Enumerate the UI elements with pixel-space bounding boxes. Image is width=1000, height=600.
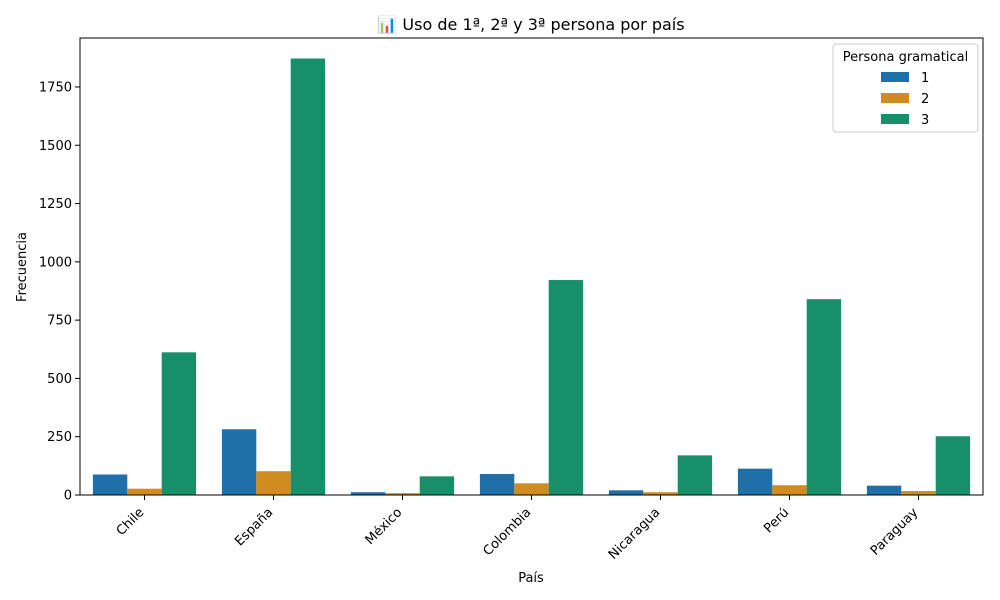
bar-Perú-persona-1 xyxy=(737,468,773,495)
y-tick-label: 1500 xyxy=(39,139,72,154)
x-tick-label: Perú xyxy=(761,505,792,536)
bar-Chile-persona-1 xyxy=(92,474,128,495)
legend-title: Persona gramatical xyxy=(843,50,968,65)
bar-Nicaragua-persona-1 xyxy=(608,490,644,495)
y-tick-label: 0 xyxy=(64,489,72,504)
legend-swatch-1 xyxy=(881,72,909,82)
x-tick-label: Colombia xyxy=(481,505,535,559)
bar-España-persona-2 xyxy=(256,471,291,495)
bar-México-persona-2 xyxy=(385,493,420,495)
legend-box xyxy=(832,43,979,133)
bar-España-persona-1 xyxy=(221,429,257,495)
y-tick-label: 750 xyxy=(47,314,72,329)
bar-Colombia-persona-2 xyxy=(514,483,549,495)
bar-Colombia-persona-1 xyxy=(479,474,515,495)
x-tick-label: España xyxy=(232,505,276,549)
bar-México-persona-1 xyxy=(350,492,386,495)
x-tick-label: Chile xyxy=(114,505,148,539)
x-tick-label: Nicaragua xyxy=(606,505,663,562)
chart-title: 📊 Uso de 1ª, 2ª y 3ª persona por país xyxy=(377,15,684,34)
x-axis-label: País xyxy=(518,571,544,586)
y-tick-label: 500 xyxy=(47,372,72,387)
bar-Chile-persona-3 xyxy=(161,352,197,495)
legend-label-2: 2 xyxy=(921,92,929,107)
bar-Perú-persona-2 xyxy=(772,485,807,495)
bar-Paraguay-persona-3 xyxy=(935,436,971,495)
bar-Paraguay-persona-2 xyxy=(901,491,936,495)
legend-label-1: 1 xyxy=(921,71,929,86)
bar-Nicaragua-persona-3 xyxy=(677,455,713,495)
x-tick-label: México xyxy=(363,505,406,548)
legend: Persona gramatical 1 2 3 xyxy=(832,43,979,133)
legend-label-3: 3 xyxy=(921,113,929,128)
bar-Chile-persona-2 xyxy=(127,488,162,495)
legend-swatch-3 xyxy=(881,114,909,124)
y-tick-label: 250 xyxy=(47,430,72,445)
x-tick-label: Paraguay xyxy=(868,505,922,559)
y-tick-label: 1250 xyxy=(39,197,72,212)
legend-swatch-2 xyxy=(881,93,909,103)
y-axis-label: Frecuencia xyxy=(15,232,30,302)
y-tick-label: 1750 xyxy=(39,80,72,95)
bars-group xyxy=(92,58,971,495)
bar-España-persona-3 xyxy=(290,58,326,495)
y-tick-label: 1000 xyxy=(39,255,72,270)
bar-Paraguay-persona-1 xyxy=(866,485,902,495)
bar-Perú-persona-3 xyxy=(806,299,842,495)
bar-México-persona-3 xyxy=(419,476,455,495)
bar-Colombia-persona-3 xyxy=(548,280,584,495)
bar-Nicaragua-persona-2 xyxy=(643,492,678,495)
